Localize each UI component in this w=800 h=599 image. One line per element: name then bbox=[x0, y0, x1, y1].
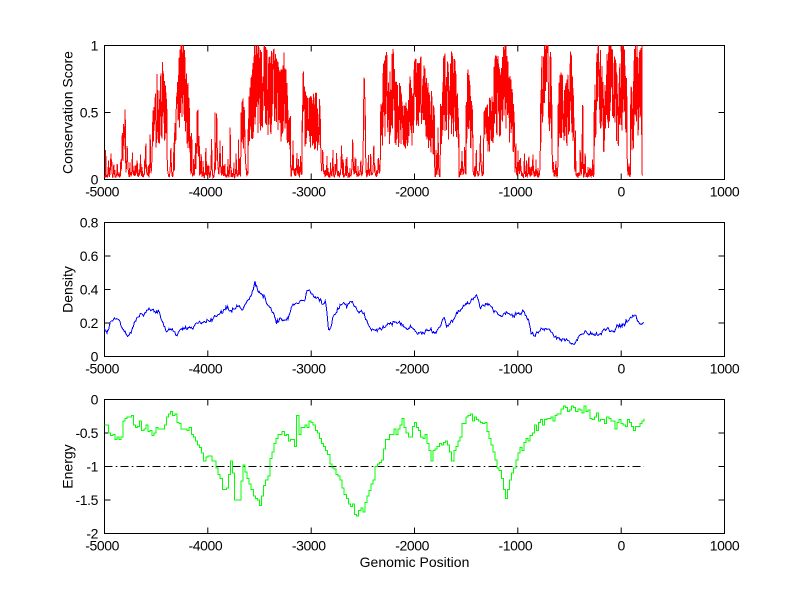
svg-text:0: 0 bbox=[618, 361, 626, 377]
svg-text:-5000: -5000 bbox=[85, 184, 119, 200]
svg-text:-1.5: -1.5 bbox=[75, 492, 98, 508]
svg-text:-4000: -4000 bbox=[188, 361, 222, 377]
svg-text:0: 0 bbox=[91, 392, 99, 408]
svg-text:Energy: Energy bbox=[60, 444, 76, 488]
svg-text:-1: -1 bbox=[86, 459, 98, 475]
svg-text:-4000: -4000 bbox=[188, 184, 222, 200]
svg-text:0.5: 0.5 bbox=[80, 105, 99, 121]
svg-text:0.2: 0.2 bbox=[80, 315, 99, 331]
svg-text:-2000: -2000 bbox=[395, 184, 429, 200]
svg-text:-2000: -2000 bbox=[395, 538, 429, 554]
svg-text:-1000: -1000 bbox=[498, 361, 532, 377]
svg-text:0.6: 0.6 bbox=[80, 248, 99, 264]
svg-text:-1000: -1000 bbox=[498, 184, 532, 200]
svg-text:0: 0 bbox=[618, 538, 626, 554]
svg-text:-0.5: -0.5 bbox=[75, 425, 98, 441]
svg-text:1000: 1000 bbox=[710, 538, 740, 554]
svg-text:1000: 1000 bbox=[710, 184, 740, 200]
svg-text:1: 1 bbox=[91, 38, 99, 54]
svg-text:Conservation Score: Conservation Score bbox=[60, 51, 76, 174]
svg-text:0.8: 0.8 bbox=[80, 215, 99, 231]
svg-text:-5000: -5000 bbox=[85, 538, 119, 554]
svg-text:0.4: 0.4 bbox=[80, 282, 99, 298]
svg-text:0: 0 bbox=[91, 349, 99, 365]
svg-text:-1000: -1000 bbox=[498, 538, 532, 554]
svg-text:0: 0 bbox=[91, 172, 99, 188]
svg-text:-3000: -3000 bbox=[292, 538, 326, 554]
svg-text:-2: -2 bbox=[86, 526, 98, 542]
svg-text:1000: 1000 bbox=[710, 361, 740, 377]
svg-text:Genomic Position: Genomic Position bbox=[360, 554, 470, 570]
svg-text:-2000: -2000 bbox=[395, 361, 429, 377]
svg-text:-4000: -4000 bbox=[188, 538, 222, 554]
svg-text:Density: Density bbox=[60, 266, 76, 313]
svg-text:-3000: -3000 bbox=[292, 361, 326, 377]
svg-text:-3000: -3000 bbox=[292, 184, 326, 200]
svg-text:0: 0 bbox=[618, 184, 626, 200]
svg-text:-5000: -5000 bbox=[85, 361, 119, 377]
